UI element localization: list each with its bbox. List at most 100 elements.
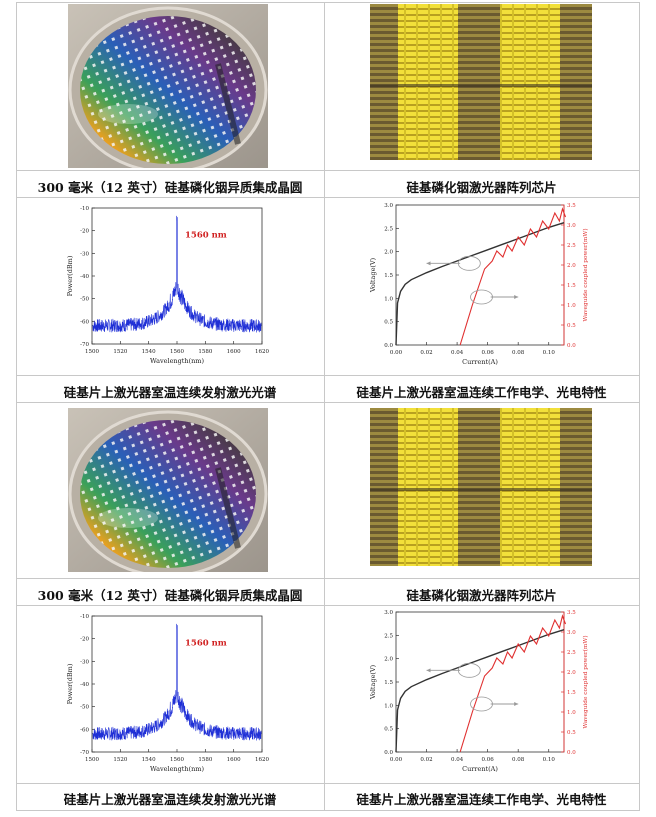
peak-annotation: 1560 nm bbox=[185, 231, 227, 241]
y-tick-label: 3.0 bbox=[384, 203, 393, 209]
x-tick-label: 1560 bbox=[170, 757, 184, 763]
y-tick-label: 3.0 bbox=[384, 610, 393, 616]
x-tick-label: 1580 bbox=[198, 757, 212, 763]
x-axis-label: Wavelength(nm) bbox=[150, 357, 204, 365]
x-tick-label: 0.06 bbox=[482, 350, 495, 356]
y-tick-label: -30 bbox=[80, 659, 89, 665]
y-tick-label: 2.5 bbox=[384, 226, 393, 232]
power-marker-ellipse bbox=[470, 696, 493, 712]
y2-tick-label: 2.0 bbox=[567, 263, 576, 269]
row-divider bbox=[16, 197, 640, 198]
voltage-marker-ellipse bbox=[457, 255, 481, 271]
x-tick-label: 0.02 bbox=[420, 350, 432, 356]
liv-chart: 0.00 0.02 0.04 0.06 0.08 0.10 0.0 0.5 1.0 1.5 2.0 2… bbox=[366, 199, 598, 373]
y2-tick-label: 1.5 bbox=[567, 690, 576, 696]
y2-tick-label: 1.0 bbox=[567, 303, 576, 309]
y-tick-label: -70 bbox=[80, 750, 89, 756]
power-arrowhead bbox=[514, 702, 519, 706]
y2-tick-label: 3.0 bbox=[567, 630, 576, 636]
y-axis-label: Power(dBm) bbox=[66, 255, 74, 296]
laser-array-chip-photo bbox=[370, 4, 592, 160]
x-tick-label: 1520 bbox=[113, 757, 127, 763]
x-tick-label: 1600 bbox=[227, 349, 241, 355]
caption-laser-array: 硅基磷化铟激光器阵列芯片 bbox=[406, 180, 557, 195]
y-tick-label: 1.0 bbox=[384, 296, 393, 302]
column-divider bbox=[639, 2, 640, 810]
y-tick-label: -50 bbox=[80, 705, 89, 711]
power-line bbox=[459, 614, 567, 753]
power-arrowhead bbox=[514, 295, 519, 299]
row-divider bbox=[16, 810, 640, 811]
x-axis-label: Wavelength(nm) bbox=[150, 765, 204, 773]
x-tick-label: 1500 bbox=[85, 349, 99, 355]
row-divider bbox=[16, 170, 640, 171]
voltage-arrowhead bbox=[426, 261, 431, 266]
caption-wafer: 300 毫米（12 英寸）硅基磷化铟异质集成晶圆 bbox=[37, 588, 303, 603]
x-axis-label: Current(A) bbox=[462, 358, 498, 366]
x-tick-label: 0.10 bbox=[543, 350, 556, 356]
caption-laser-array: 硅基磷化铟激光器阵列芯片 bbox=[406, 588, 557, 603]
liv-chart: 0.00 0.02 0.04 0.06 0.08 0.10 0.0 0.5 1.0 1.5 2.0 2… bbox=[366, 606, 598, 780]
y2-tick-label: 2.0 bbox=[567, 670, 576, 676]
x-tick-label: 1540 bbox=[142, 349, 156, 355]
x-tick-label: 1500 bbox=[85, 757, 99, 763]
y-tick-label: 2.0 bbox=[384, 657, 393, 663]
x-tick-label: 1540 bbox=[142, 757, 156, 763]
wafer-photo bbox=[68, 408, 268, 572]
y-tick-label: -50 bbox=[80, 297, 89, 303]
row-divider bbox=[16, 402, 640, 403]
spectrum-line bbox=[92, 623, 262, 741]
y-tick-label: -60 bbox=[80, 319, 89, 325]
y-tick-label: -20 bbox=[80, 637, 89, 643]
y2-tick-label: 3.5 bbox=[567, 610, 576, 616]
x-tick-label: 1560 bbox=[170, 349, 184, 355]
power-marker-ellipse bbox=[470, 289, 493, 305]
x-tick-label: 1620 bbox=[255, 757, 269, 763]
y-tick-label: -30 bbox=[80, 251, 89, 257]
y-tick-label: -60 bbox=[80, 727, 89, 733]
voltage-marker-ellipse bbox=[457, 662, 481, 678]
column-divider bbox=[324, 2, 325, 810]
spectrum-chart: 1500 1520 1540 1560 1580 1600 1620 -10 -20 -30 -40… bbox=[64, 608, 274, 778]
y2-tick-label: 2.5 bbox=[567, 650, 576, 656]
peak-annotation: 1560 nm bbox=[185, 639, 227, 649]
y2-tick-label: 0.0 bbox=[567, 750, 576, 756]
y-tick-label: 0.0 bbox=[384, 750, 393, 756]
x-tick-label: 1580 bbox=[198, 349, 212, 355]
y-tick-label: -10 bbox=[80, 206, 89, 212]
x-tick-label: 1620 bbox=[255, 349, 269, 355]
y-tick-label: 0.5 bbox=[384, 320, 393, 326]
caption-liv: 硅基片上激光器室温连续工作电学、光电特性 bbox=[356, 385, 607, 400]
y-axis-label: Voltage(V) bbox=[369, 664, 377, 700]
y-tick-label: 1.5 bbox=[384, 680, 393, 686]
x-tick-label: 1520 bbox=[113, 349, 127, 355]
y-axis-label: Voltage(V) bbox=[369, 257, 377, 293]
spectrum-chart: 1500 1520 1540 1560 1580 1600 1620 -10 -20 -30 -40… bbox=[64, 200, 274, 370]
y-tick-label: 0.0 bbox=[384, 343, 393, 349]
y-tick-label: -70 bbox=[80, 342, 89, 348]
y2-tick-label: 0.5 bbox=[567, 323, 576, 329]
x-tick-label: 0.04 bbox=[451, 350, 464, 356]
y-tick-label: 2.0 bbox=[384, 250, 393, 256]
x-tick-label: 0.00 bbox=[390, 757, 403, 763]
voltage-arrowhead bbox=[426, 668, 431, 673]
caption-liv: 硅基片上激光器室温连续工作电学、光电特性 bbox=[356, 792, 607, 807]
x-tick-label: 0.02 bbox=[420, 757, 432, 763]
y-tick-label: -40 bbox=[80, 274, 89, 280]
row-divider bbox=[16, 605, 640, 606]
x-tick-label: 0.00 bbox=[390, 350, 403, 356]
x-tick-label: 0.08 bbox=[512, 350, 525, 356]
row-divider bbox=[16, 783, 640, 784]
caption-spectrum: 硅基片上激光器室温连续发射激光光谱 bbox=[63, 385, 277, 400]
y2-tick-label: 3.0 bbox=[567, 223, 576, 229]
y-tick-label: 0.5 bbox=[384, 727, 393, 733]
y-tick-label: 1.5 bbox=[384, 273, 393, 279]
column-divider bbox=[16, 2, 17, 810]
row-divider bbox=[16, 375, 640, 376]
x-tick-label: 1600 bbox=[227, 757, 241, 763]
x-tick-label: 0.10 bbox=[543, 757, 556, 763]
wafer-photo bbox=[68, 4, 268, 168]
y2-axis-label: Waveguide coupled power(mW) bbox=[582, 228, 589, 321]
caption-spectrum: 硅基片上激光器室温连续发射激光光谱 bbox=[63, 792, 277, 807]
power-line bbox=[459, 207, 567, 346]
